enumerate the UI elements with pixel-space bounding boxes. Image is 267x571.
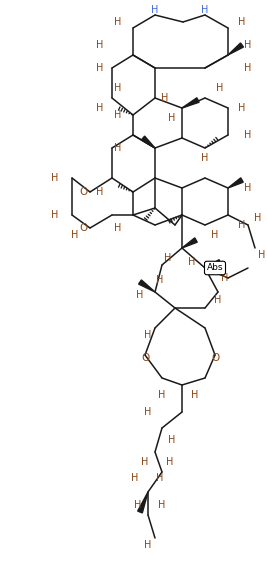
Text: O: O [80,223,88,233]
Text: H: H [114,17,122,27]
Text: H: H [51,210,59,220]
Text: H: H [216,83,224,93]
Polygon shape [139,280,155,292]
Text: H: H [144,407,152,417]
Text: H: H [158,500,166,510]
Polygon shape [228,43,244,55]
Text: H: H [238,103,246,113]
Polygon shape [205,260,221,268]
Text: H: H [96,40,104,50]
Text: H: H [144,330,152,340]
Polygon shape [228,178,243,188]
Text: H: H [96,103,104,113]
Text: H: H [258,250,266,260]
Text: H: H [244,63,252,73]
Text: H: H [214,295,222,305]
Polygon shape [142,136,155,148]
Text: O: O [141,353,149,363]
Text: H: H [131,473,139,483]
Text: H: H [238,17,246,27]
Text: H: H [96,63,104,73]
Polygon shape [182,98,199,108]
Text: H: H [161,93,169,103]
Text: H: H [151,5,159,15]
Text: H: H [158,390,166,400]
Text: O: O [80,187,88,197]
Text: H: H [134,500,142,510]
Text: H: H [71,230,79,240]
Text: H: H [211,230,219,240]
Text: H: H [141,457,149,467]
Text: H: H [191,390,199,400]
Polygon shape [138,492,148,513]
Text: H: H [136,290,144,300]
Text: H: H [114,223,122,233]
Text: Abs: Abs [207,263,223,272]
Text: H: H [96,187,104,197]
Text: H: H [238,220,246,230]
Text: H: H [188,257,196,267]
Text: H: H [164,253,172,263]
Text: H: H [114,110,122,120]
Text: H: H [144,540,152,550]
Text: H: H [156,473,164,483]
Text: H: H [51,173,59,183]
Text: H: H [221,273,229,283]
Text: H: H [168,113,176,123]
Text: H: H [166,457,174,467]
Text: H: H [201,5,209,15]
Text: H: H [201,153,209,163]
Text: O: O [211,353,219,363]
Text: H: H [114,143,122,153]
Text: H: H [244,183,252,193]
Text: H: H [254,213,262,223]
Polygon shape [182,238,197,248]
Text: H: H [168,435,176,445]
Text: H: H [244,130,252,140]
Text: H: H [156,275,164,285]
Text: H: H [244,40,252,50]
Text: H: H [114,83,122,93]
